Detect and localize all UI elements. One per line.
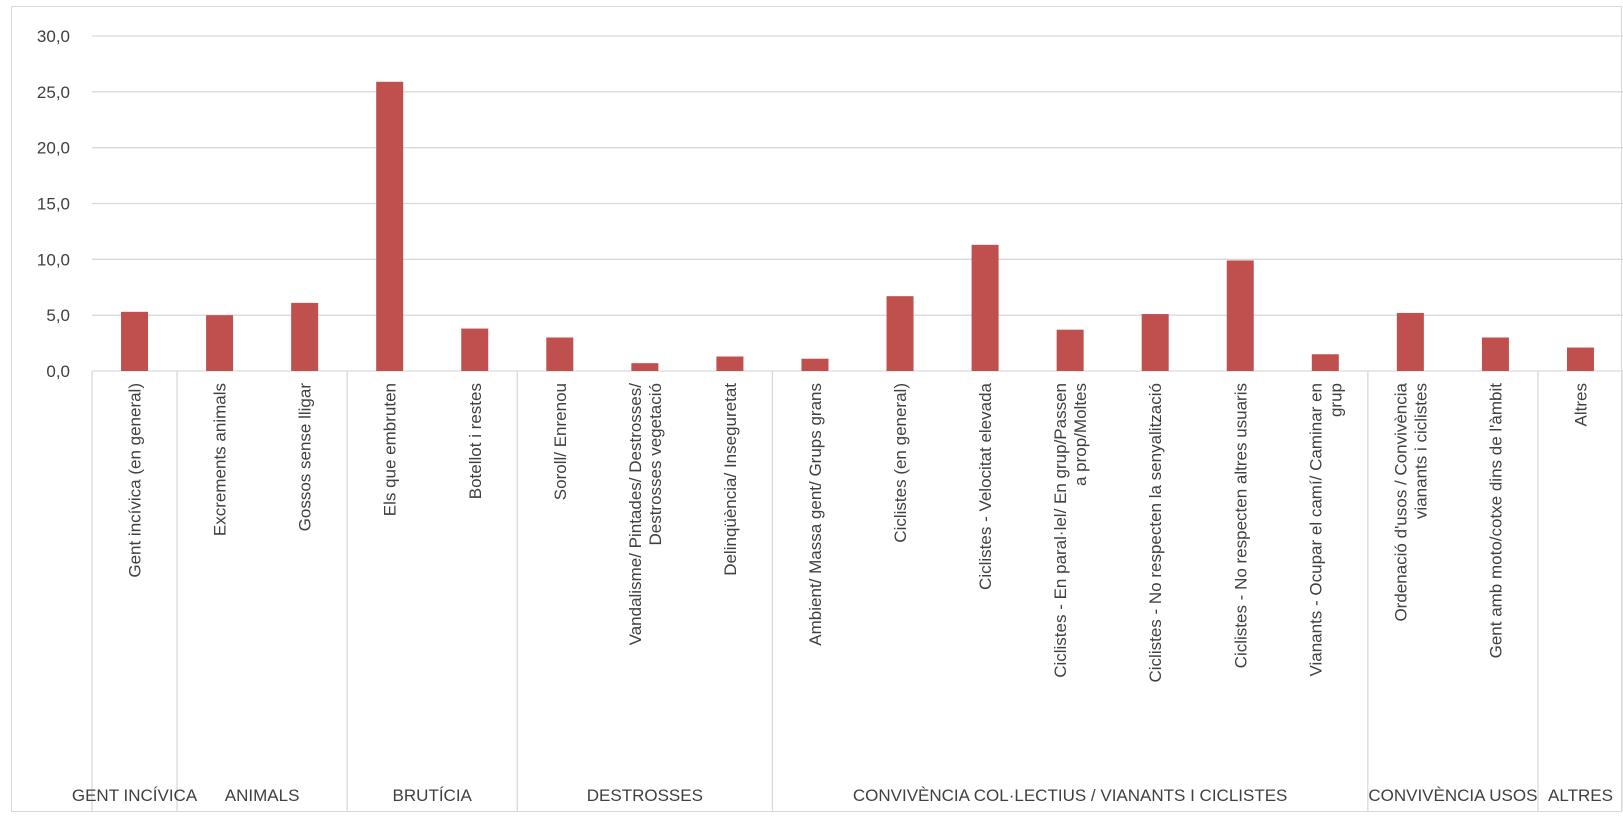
x-tick-label: Botellot i restes (466, 383, 485, 499)
bar (716, 356, 744, 371)
x-tick-label: Altres (1571, 383, 1590, 426)
group-label: DESTROSSES (587, 786, 703, 805)
y-tick-label: 30,0 (37, 27, 70, 46)
x-tick-label: Ordenació d'usos / Convivènciavianants i… (1391, 382, 1430, 621)
y-tick-label: 25,0 (37, 83, 70, 102)
bar (121, 311, 149, 371)
x-tick-label: Ambient/ Massa gent/ Grups grans (806, 383, 825, 646)
bar (886, 296, 914, 371)
y-tick-label: 0,0 (46, 362, 70, 381)
x-tick-label: Gent incívica (en general) (126, 383, 145, 578)
x-tick-label: Delinqüència/ Inseguretat (721, 383, 740, 576)
bar (1056, 329, 1084, 371)
x-tick-label: Gossos sense lligar (296, 383, 315, 532)
group-label: CONVIVÈNCIA COL·LECTIUS / VIANANTS I CIC… (853, 786, 1288, 805)
bar (631, 363, 659, 371)
x-tick-label: Vianants - Ocupar el camí/ Caminar engru… (1306, 383, 1345, 677)
group-label: ANIMALS (225, 786, 300, 805)
x-tick-label: Gent amb moto/cotxe dins de l'àmbit (1486, 383, 1505, 659)
chart-border (11, 6, 1622, 812)
bar (971, 244, 999, 371)
x-tick-label: Excrements animals (211, 383, 230, 536)
group-label: GENT INCÍVICA (72, 786, 198, 805)
bar (1481, 337, 1509, 371)
group-label: BRUTÍCIA (393, 786, 473, 805)
bar (1226, 260, 1254, 371)
bar (1311, 354, 1339, 371)
x-tick-label: Ciclistes - No respecten altres usuaris (1231, 383, 1250, 668)
x-tick-label: Ciclistes (en general) (891, 383, 910, 543)
y-tick-label: 15,0 (37, 195, 70, 214)
y-tick-label: 10,0 (37, 250, 70, 269)
x-tick-label: Ciclistes - No respecten la senyalitzaci… (1146, 383, 1165, 683)
group-label: ALTRES (1548, 786, 1613, 805)
x-tick-label: Ciclistes - En paral·lel/ En grup/Passen… (1051, 383, 1090, 678)
bar (206, 315, 234, 371)
x-tick-label: Soroll/ Enrenou (551, 383, 570, 500)
bar (1566, 347, 1594, 371)
x-tick-label: Vandalisme/ Pintades/ Destrosses/Destros… (626, 383, 665, 646)
bar (461, 328, 489, 371)
y-tick-label: 5,0 (46, 306, 70, 325)
bar (801, 358, 829, 371)
group-label: CONVIVÈNCIA USOS (1368, 786, 1537, 805)
bar (376, 81, 404, 372)
bar (1396, 312, 1424, 371)
x-tick-label: Ciclistes - Velocitat elevada (976, 382, 995, 589)
y-tick-label: 20,0 (37, 139, 70, 158)
x-tick-label: Els que embruten (381, 383, 400, 516)
bar (1141, 314, 1169, 371)
bar (546, 337, 574, 371)
bar (291, 302, 319, 371)
